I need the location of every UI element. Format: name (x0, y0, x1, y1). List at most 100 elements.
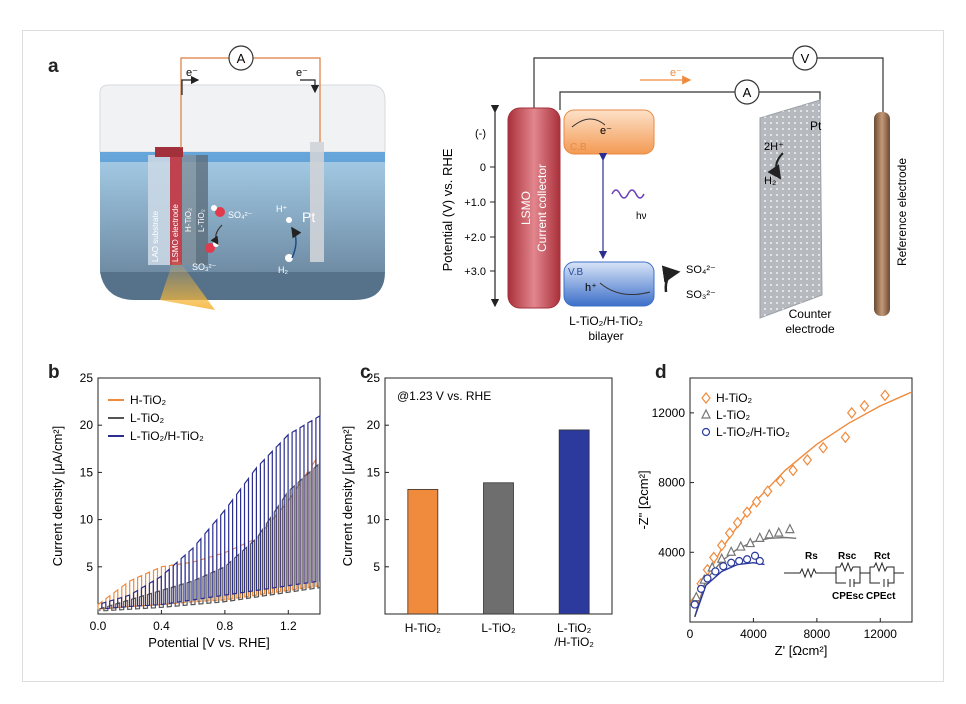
pt-label-band: Pt (810, 119, 822, 133)
marker-circle (727, 558, 736, 567)
x-tick-label: L-TiO₂ (481, 621, 516, 635)
cb-label: C.B (570, 142, 587, 153)
hydrogen-label-cell: H₂ (278, 265, 288, 275)
x-tick-label: H-TiO₂ (405, 621, 442, 635)
band-diagram (490, 45, 890, 319)
ammeter-label-band: A (743, 85, 752, 100)
x-tick-label: 8000 (804, 627, 831, 641)
reference-label: Reference electrode (895, 158, 909, 266)
marker-diamond (802, 453, 813, 466)
collector-label-1: LSMO (519, 191, 533, 225)
y-tick-label: 5 (86, 560, 93, 574)
counter-label-2: electrode (785, 322, 835, 336)
x-tick-label: 1.2 (280, 619, 297, 633)
marker-diamond (751, 495, 762, 508)
sulfite-label-cell: SO₃²⁻ (192, 262, 217, 272)
marker-circle (690, 600, 699, 609)
legend-label: L-TiO₂ (716, 408, 751, 422)
lsmo-electrode (170, 155, 182, 265)
band-ytick-3: +3.0 (464, 266, 486, 278)
marker-diamond (775, 474, 786, 487)
marker-triangle (745, 537, 756, 548)
sulfate-label-band: SO₄²⁻ (686, 264, 716, 276)
marker-circle (755, 556, 764, 566)
marker-circle (719, 562, 728, 571)
ammeter-circle-cell (228, 45, 254, 71)
marker-triangle (726, 545, 737, 556)
y-tick-label: 10 (367, 513, 381, 527)
y-tick-label: 5 (373, 560, 380, 574)
circuit-label-rsc: Rsc (838, 551, 857, 562)
marker-diamond (818, 441, 828, 454)
collector-label-2: Current collector (535, 164, 549, 252)
y-tick-label: 15 (80, 465, 94, 479)
reference-electrode-rod (874, 112, 890, 316)
marker-circle (701, 427, 711, 437)
band-ytick-neg: (-) (475, 128, 486, 140)
y-tick-label: 8000 (658, 476, 685, 490)
y-tick-label: 4000 (658, 545, 685, 559)
x-tick-label: 4000 (740, 627, 767, 641)
marker-triangle (735, 540, 746, 551)
band-ytick-0: 0 (480, 162, 486, 174)
marker-diamond (724, 527, 735, 540)
bar-L-TiO₂/H-TiO₂ (558, 429, 590, 615)
y-tick-label: 25 (367, 371, 381, 385)
marker-triangle (691, 591, 702, 602)
pt-label-cell: Pt (302, 209, 315, 225)
marker-diamond (709, 551, 719, 564)
electron-label-right: e⁻ (296, 67, 308, 79)
band-ytick-1: +1.0 (464, 197, 486, 209)
photon-wave (611, 189, 645, 199)
panel-label-a: a (48, 56, 59, 77)
marker-triangle (784, 523, 795, 534)
panel-label-d: d (655, 362, 667, 383)
circuit-cpesc (835, 572, 870, 587)
proton-label-band: 2H⁺ (764, 141, 784, 153)
electron-label-band: e⁻ (670, 67, 682, 79)
x-axis-label: Potential [V vs. RHE] (148, 635, 269, 650)
legend-label: H-TiO₂ (130, 393, 167, 407)
bar-H-TiO₂ (407, 488, 439, 615)
marker-diamond (846, 406, 857, 419)
proton-label-cell: H⁺ (276, 204, 287, 214)
electron-label-left: e⁻ (186, 67, 198, 79)
marker-triangle (773, 526, 784, 537)
electrochemical-cell (99, 45, 386, 310)
x-tick-label: 12000 (864, 627, 898, 641)
counter-label-1: Counter (789, 307, 832, 321)
x-axis-label: Z' [Ωcm²] (775, 643, 828, 658)
circuit-rs (784, 567, 836, 579)
circuit-label-cpesc: CPEsc (832, 591, 864, 602)
marker-diamond (742, 506, 752, 519)
x-tick-label: 0 (687, 627, 694, 641)
electron-cb-label: e⁻ (600, 125, 612, 137)
layer-label-lsmo: LSMO electrode (171, 204, 180, 262)
marker-circle (750, 551, 760, 560)
y-axis-label: Current density [μA/cm²] (50, 426, 65, 566)
circuit-cpect (869, 572, 904, 587)
annotation: @1.23 V vs. RHE (397, 389, 491, 403)
bilayer-label-1: L-TiO₂/H-TiO₂ (569, 314, 643, 328)
marker-diamond (716, 539, 727, 552)
layer-label-lao: LAO substrate (151, 210, 160, 262)
circuit-rct (869, 561, 895, 573)
marker-diamond (840, 431, 851, 444)
marker-diamond (859, 399, 870, 412)
pt-electrode (310, 142, 324, 262)
x-tick-label: L-TiO₂ (557, 621, 592, 635)
x-tick-label: 0.0 (90, 619, 107, 633)
y-axis-label: -Z" [Ωcm²] (636, 470, 651, 529)
panel-label-c: c (360, 362, 371, 383)
marker-circle (735, 556, 744, 566)
marker-diamond (701, 392, 711, 404)
marker-diamond (762, 485, 773, 498)
y-tick-label: 10 (80, 513, 94, 527)
x-tick-label: /H-TiO₂ (554, 635, 594, 649)
voltmeter-label: V (801, 51, 810, 66)
lsmo-current-collector (507, 107, 561, 309)
y-tick-label: 20 (367, 418, 381, 432)
x-tick-label: 0.8 (217, 619, 234, 633)
